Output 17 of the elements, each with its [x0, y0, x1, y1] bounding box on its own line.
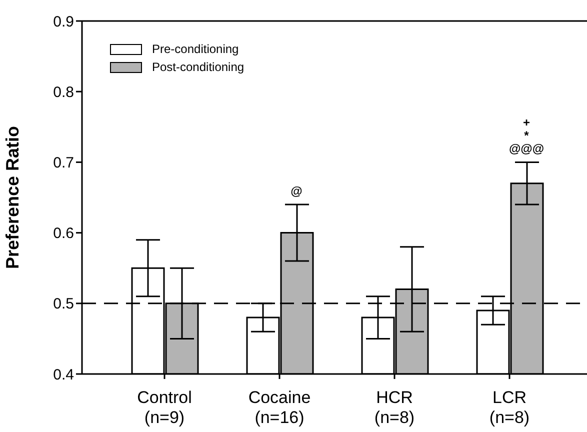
legend-label: Post-conditioning [152, 60, 244, 74]
x-tick-label: LCR (n=8) [489, 388, 530, 427]
y-tick-label: 0.7 [53, 154, 74, 172]
y-tick-label: 0.9 [53, 13, 74, 30]
annotation: * [524, 128, 530, 142]
legend-label: Pre-conditioning [152, 42, 239, 56]
y-tick-label: 0.6 [53, 225, 74, 242]
y-tick-label: 0.4 [53, 366, 74, 384]
y-tick-label: 0.8 [53, 84, 74, 101]
annotation: @@@ [508, 141, 544, 156]
y-axis-title: Preference Ratio [2, 126, 22, 270]
x-tick-label: Control (n=9) [137, 388, 192, 427]
annotation: + [522, 115, 530, 130]
annotation: @ [290, 184, 302, 198]
x-tick-label: HCR (n=8) [374, 388, 415, 427]
x-tick-label: Cocaine (n=16) [248, 388, 311, 427]
y-tick-label: 0.5 [53, 296, 74, 313]
